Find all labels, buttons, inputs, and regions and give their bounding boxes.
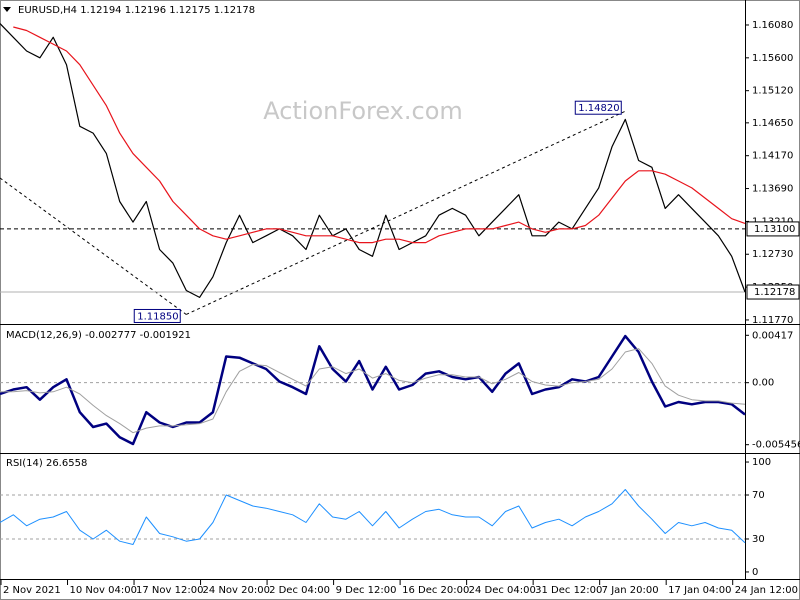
- y-tick-label: 1.15600: [752, 53, 793, 64]
- x-tick-label: 17 Nov 12:00: [136, 585, 203, 596]
- panel: 100 70 30 0 2 Nov 2021 10 Nov 04:00 17 Nov 12:…: [0, 457, 798, 596]
- annotation-box: [574, 100, 622, 115]
- y-tick-label: 0: [752, 567, 758, 578]
- trend-line: [186, 110, 626, 315]
- series-line: [0, 489, 746, 545]
- y-tick-label: 1.16080: [752, 20, 793, 31]
- price-label-box: [746, 284, 800, 300]
- chart-title: EURUSD,H4 1.12194 1.12196 1.12175 1.1217…: [18, 5, 255, 16]
- panel: 1.16080 1.15600 1.15120 1.14650 1.14170 1.136…: [0, 20, 800, 326]
- y-tick-label: 0.00: [752, 378, 774, 389]
- rsi-title: RSI(14) 26.6558: [6, 458, 87, 469]
- watermark: ActionForex.com: [263, 97, 463, 125]
- x-tick-label: 24 Nov 20:00: [203, 585, 270, 596]
- annotation-box: [133, 308, 181, 323]
- y-tick-label: 1.12730: [752, 249, 793, 260]
- x-tick-label: 2 Nov 2021: [3, 585, 61, 596]
- x-tick-label: 24 Dec 04:00: [469, 585, 536, 596]
- series-line: [0, 23, 746, 298]
- x-tick-label: 24 Jan 12:00: [735, 585, 798, 596]
- macd-title: MACD(12,26,9) -0.002777 -0.001921: [6, 330, 191, 341]
- price-label: 1.12178: [754, 287, 795, 298]
- y-tick-label: 1.11770: [752, 315, 793, 326]
- series-line: [0, 334, 746, 446]
- series-line: [13, 26, 746, 244]
- y-tick-label: 1.14650: [752, 118, 793, 129]
- price-label-box: [746, 221, 800, 237]
- x-tick-label: 9 Dec 12:00: [336, 585, 397, 596]
- y-tick-label: 70: [752, 490, 765, 501]
- annotation-label: 1.14820: [578, 103, 619, 114]
- y-tick-label: 1.14170: [752, 151, 793, 162]
- series-line: [0, 348, 746, 434]
- x-tick-label: 31 Dec 12:00: [535, 585, 602, 596]
- x-tick-label: 2 Dec 04:00: [269, 585, 330, 596]
- y-tick-label: 100: [752, 457, 771, 468]
- x-tick-label: 16 Dec 20:00: [402, 585, 469, 596]
- x-tick-label: 10 Nov 04:00: [70, 585, 137, 596]
- panel: 0.00417 0.00 -0.005456: [0, 330, 800, 451]
- y-tick-label: -0.005456: [752, 440, 800, 451]
- y-tick-label: 0.00417: [752, 330, 793, 341]
- y-tick-label: 1.13690: [752, 184, 793, 195]
- y-tick-label: 1.15120: [752, 86, 793, 97]
- x-tick-label: 7 Jan 20:00: [602, 585, 659, 596]
- price-label: 1.13100: [754, 224, 795, 235]
- y-tick-label: 30: [752, 534, 765, 545]
- menu-arrow[interactable]: [3, 7, 11, 12]
- x-tick-label: 17 Jan 04:00: [668, 585, 731, 596]
- annotation-label: 1.11850: [137, 311, 178, 322]
